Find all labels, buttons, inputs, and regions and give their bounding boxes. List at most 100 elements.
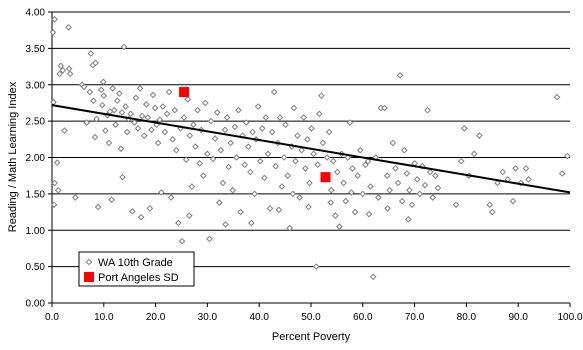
- data-point: [225, 163, 232, 171]
- data-point: [123, 128, 131, 136]
- data-point: [300, 114, 308, 121]
- data-point: [486, 201, 494, 209]
- data-points: [49, 15, 571, 281]
- data-point: [400, 146, 408, 154]
- data-point: [188, 183, 196, 190]
- data-point: [216, 199, 223, 206]
- data-point: [275, 206, 283, 214]
- data-point: [56, 70, 64, 78]
- data-point: [93, 115, 100, 123]
- data-point: [120, 43, 128, 51]
- y-tick-label: 0.50: [26, 262, 46, 273]
- data-point: [416, 190, 424, 198]
- legend-marker-square: [84, 272, 94, 282]
- y-tick-label: 0.00: [26, 299, 46, 310]
- data-point: [426, 168, 434, 176]
- data-point: [389, 139, 397, 147]
- data-point: [314, 161, 322, 169]
- data-point: [278, 183, 286, 190]
- legend-box: [78, 251, 195, 287]
- data-point: [217, 146, 225, 154]
- data-point: [86, 88, 94, 96]
- data-point: [132, 94, 140, 102]
- y-tick-label: 2.00: [26, 153, 46, 164]
- data-point: [204, 150, 211, 158]
- data-point: [421, 181, 429, 189]
- x-tick-label: 20.0: [146, 312, 166, 323]
- x-tick-label: 0.0: [45, 312, 59, 323]
- data-point: [354, 172, 361, 179]
- data-point: [522, 165, 530, 172]
- data-point: [51, 15, 58, 23]
- data-point: [194, 106, 201, 114]
- data-point: [154, 139, 162, 147]
- data-point: [461, 125, 468, 132]
- data-point: [109, 85, 116, 92]
- data-point: [202, 99, 209, 107]
- data-point: [98, 101, 106, 109]
- data-point: [87, 50, 95, 57]
- trendline: [51, 104, 571, 194]
- data-point: [301, 165, 309, 172]
- data-point: [305, 203, 312, 211]
- data-point: [310, 150, 317, 158]
- data-point: [151, 104, 159, 112]
- data-point: [342, 197, 350, 205]
- tick-labels: 0.00 0.50 1.00 1.50 2.00 2.50 3.00 3.50 4.00 0.0 1…: [26, 8, 583, 324]
- data-point: [50, 201, 58, 209]
- data-point: [525, 176, 532, 183]
- data-point: [119, 173, 126, 181]
- x-tick-label: 40.0: [249, 312, 269, 323]
- data-point: [434, 184, 442, 192]
- data-point: [94, 203, 102, 211]
- data-point: [182, 156, 190, 163]
- data-point: [231, 123, 239, 131]
- x-tick-label: 100.0: [557, 312, 582, 323]
- y-tick-label: 4.00: [26, 8, 46, 19]
- data-point: [223, 114, 231, 121]
- highlight-point: [320, 172, 331, 183]
- data-point: [553, 93, 561, 101]
- data-point: [294, 132, 301, 139]
- data-point: [304, 136, 311, 143]
- data-point: [564, 152, 571, 160]
- data-point: [398, 197, 406, 205]
- data-point: [175, 219, 182, 227]
- data-point: [165, 88, 173, 96]
- data-point: [367, 183, 374, 190]
- data-point: [113, 97, 121, 105]
- data-point: [248, 219, 255, 227]
- data-point: [488, 208, 496, 216]
- data-point: [99, 78, 107, 86]
- data-point: [131, 119, 138, 126]
- data-point: [306, 179, 313, 187]
- data-point: [59, 66, 67, 74]
- legend-label: WA 10th Grade: [98, 257, 173, 269]
- y-tick-label: 2.50: [26, 117, 46, 128]
- data-point: [249, 128, 256, 136]
- data-point: [375, 194, 382, 201]
- data-point: [332, 212, 339, 220]
- data-point: [196, 160, 203, 167]
- data-point: [290, 104, 298, 112]
- data-point: [66, 70, 74, 78]
- data-point: [292, 157, 299, 165]
- data-point: [362, 161, 369, 169]
- data-point: [190, 121, 197, 129]
- data-point: [312, 263, 320, 270]
- data-point: [65, 65, 73, 73]
- data-point: [340, 179, 347, 187]
- data-point: [259, 125, 266, 132]
- data-point: [261, 174, 268, 182]
- data-point: [128, 208, 136, 215]
- data-point: [266, 205, 274, 212]
- data-point: [432, 172, 439, 179]
- data-point: [276, 114, 284, 121]
- data-point: [207, 117, 215, 125]
- data-point: [365, 210, 373, 218]
- data-point: [296, 194, 303, 201]
- gridlines: [52, 11, 570, 268]
- data-point: [369, 273, 377, 281]
- data-point: [470, 150, 478, 158]
